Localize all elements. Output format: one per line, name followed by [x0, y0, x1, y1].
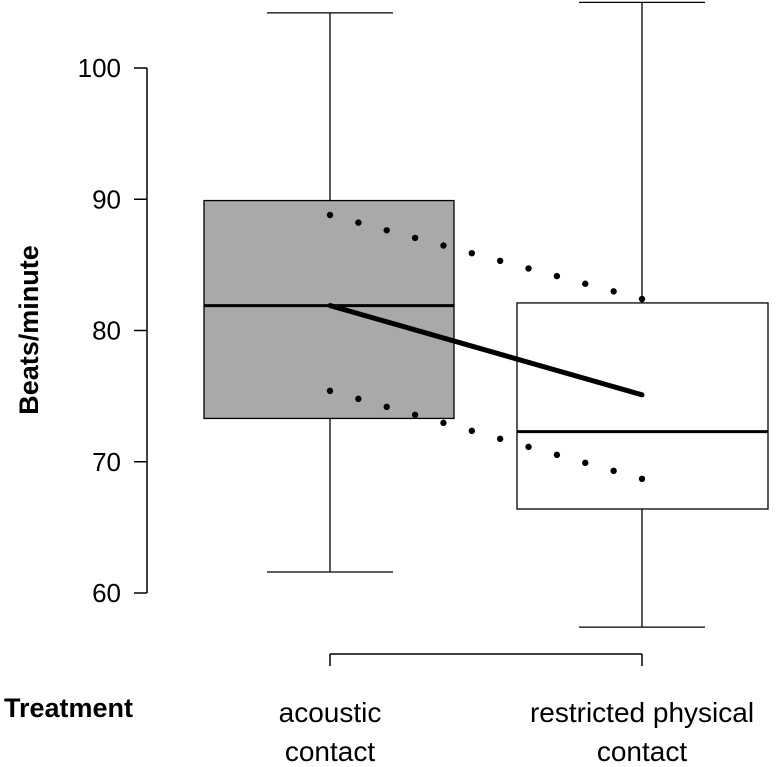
iqr-box-2: [516, 302, 769, 510]
upper-ci-dots-dot: [525, 265, 532, 272]
upper-ci-dots-dot: [468, 249, 476, 257]
lower-ci-dots: [326, 387, 646, 483]
lower-ci-dots-dot: [383, 403, 390, 411]
y-axis: 60 70 80 90 100: [78, 53, 148, 608]
category-label-1-line1: acoustic: [279, 697, 382, 728]
upper-ci-dots-dot: [355, 219, 362, 226]
lower-ci-dots-dot: [468, 427, 476, 435]
upper-ci-dots-dot: [411, 234, 419, 242]
upper-ci-dots-dot: [440, 242, 447, 249]
upper-ci-dots-dot: [383, 227, 390, 234]
category-label-2-line2: contact: [597, 736, 687, 767]
x-axis-title: Treatment: [4, 693, 133, 723]
lower-ci-dots-dot: [496, 435, 504, 443]
upper-ci-dots: [326, 211, 646, 303]
lower-ci-dots-dot: [638, 475, 646, 483]
x-axis: acoustic contact restricted physical contac…: [279, 653, 754, 767]
lower-ci-dots-dot: [553, 451, 561, 459]
lower-ci-dots-dot: [411, 411, 419, 419]
y-tick-label-70: 70: [92, 447, 121, 477]
upper-ci-dots-dot: [610, 288, 617, 295]
y-tick-label-90: 90: [92, 184, 121, 214]
lower-ci-dots-dot: [440, 419, 447, 427]
upper-ci-dots-dot: [638, 295, 646, 303]
upper-ci-dots-dot: [496, 257, 504, 265]
lower-ci-dots-dot: [610, 467, 617, 475]
upper-ci-dots-dot: [582, 280, 589, 287]
box-1: [203, 12, 455, 573]
iqr-box-1: [203, 199, 455, 420]
trend-overlay: [326, 211, 646, 483]
lower-ci-dots-dot: [326, 387, 334, 395]
y-tick-label-80: 80: [92, 316, 121, 346]
category-label-1-line2: contact: [285, 736, 375, 767]
y-axis-title: Beats/minute: [14, 245, 44, 415]
box-2: [516, 1, 769, 628]
lower-ci-dots-dot: [582, 459, 589, 467]
lower-ci-dots-dot: [525, 443, 532, 451]
upper-ci-dots-dot: [326, 211, 334, 219]
y-tick-label-60: 60: [92, 578, 121, 608]
y-tick-label-100: 100: [78, 53, 121, 83]
upper-ci-dots-dot: [553, 272, 561, 280]
mean-trend-line: [327, 303, 645, 398]
box-plots: [203, 1, 769, 628]
category-label-2-line1: restricted physical: [530, 697, 754, 728]
lower-ci-dots-dot: [355, 395, 362, 403]
